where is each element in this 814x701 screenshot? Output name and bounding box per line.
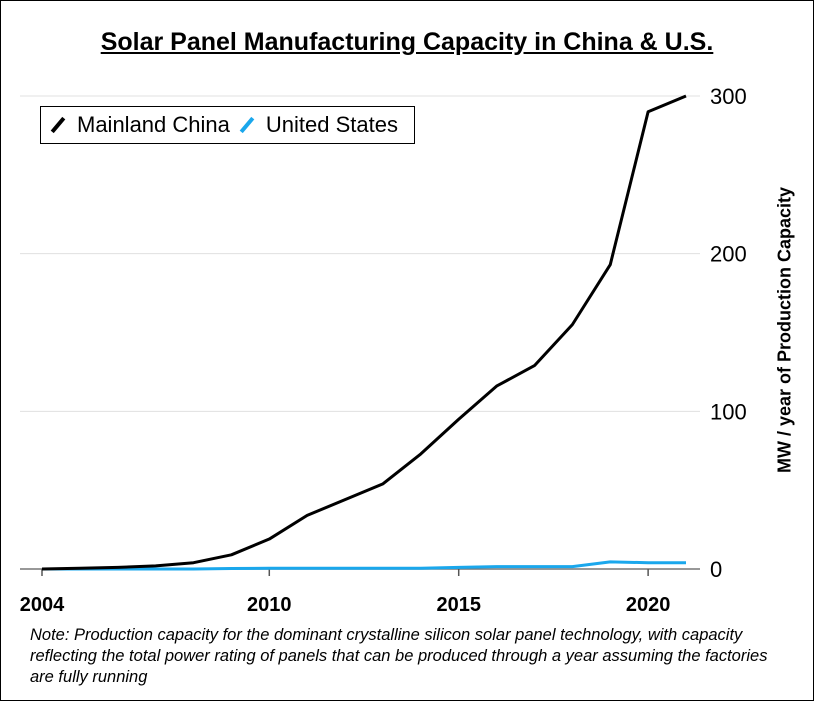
y-tick-label: 0 xyxy=(710,557,722,582)
x-tick-label: 2010 xyxy=(247,594,292,616)
legend: Mainland China United States xyxy=(40,106,415,144)
x-tick-label: 2015 xyxy=(436,594,481,616)
series-line-china xyxy=(41,94,687,571)
x-tick-label: 2020 xyxy=(626,594,671,616)
x-tick-label: 2004 xyxy=(20,594,65,616)
legend-label-us: United States xyxy=(265,112,398,137)
chart-title: Solar Panel Manufacturing Capacity in Ch… xyxy=(100,28,714,56)
y-tick-label: 100 xyxy=(710,399,747,424)
series-line-us xyxy=(42,560,686,571)
legend-label-china: Mainland China xyxy=(77,112,230,137)
y-axis-label: MW / year of Production Capacity xyxy=(774,186,795,474)
legend-item-china: Mainland China xyxy=(49,112,230,138)
y-tick-label: 200 xyxy=(710,242,747,267)
chart-note: Note: Production capacity for the domina… xyxy=(30,626,768,686)
y-tick-label: 300 xyxy=(710,84,747,109)
legend-swatch-china xyxy=(50,116,66,134)
legend-item-us: United States xyxy=(238,112,398,138)
legend-swatch-us xyxy=(239,116,255,134)
